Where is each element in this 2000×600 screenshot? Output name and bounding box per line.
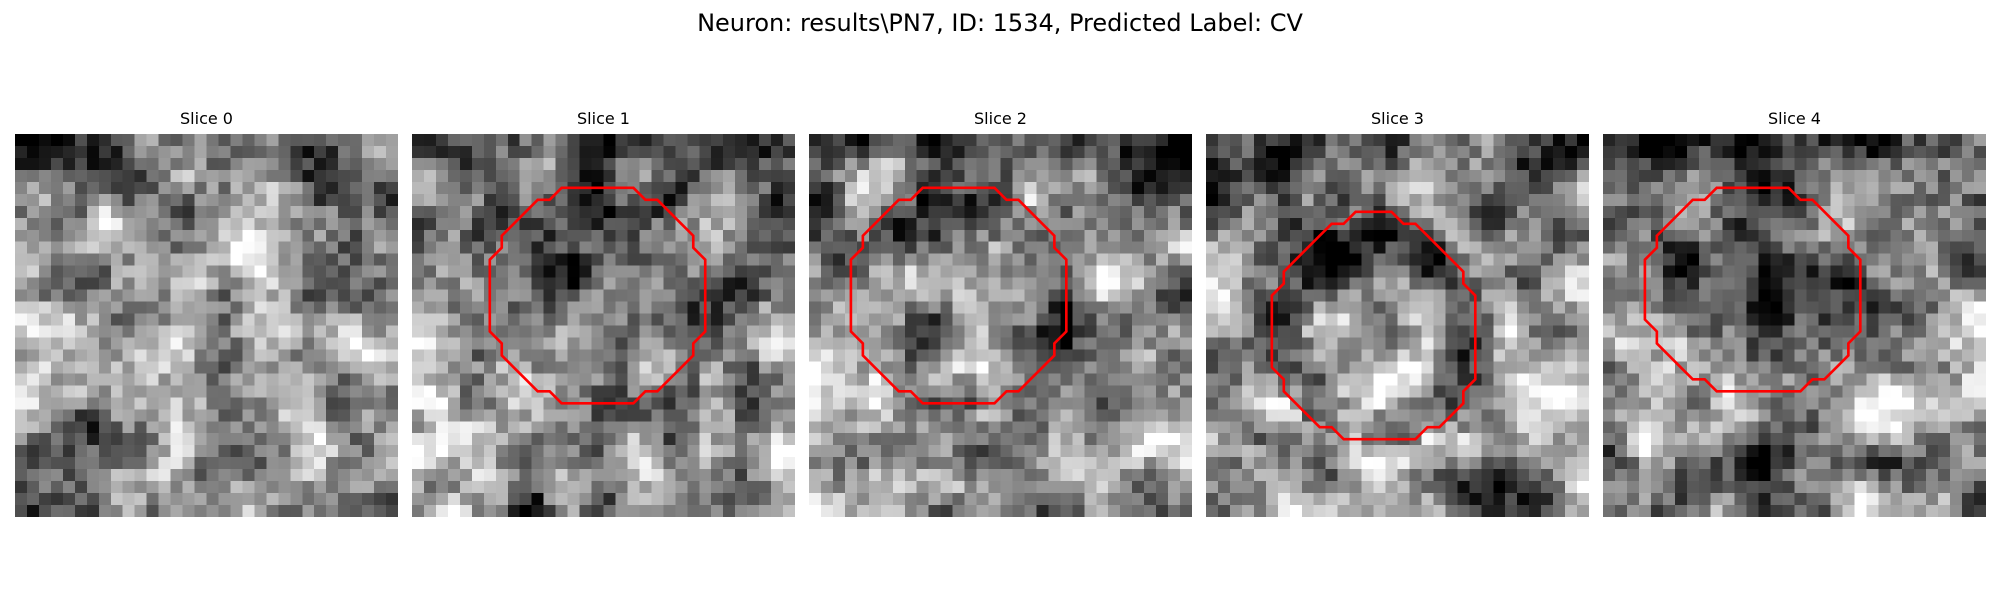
slice-panel-3: Slice 3 xyxy=(1206,109,1589,517)
grayscale-image xyxy=(1603,134,1986,517)
slice-image xyxy=(809,134,1192,517)
contour-overlay xyxy=(1270,210,1477,441)
slice-image xyxy=(15,134,398,517)
slice-title: Slice 1 xyxy=(577,109,630,128)
figure-title: Neuron: results\PN7, ID: 1534, Predicted… xyxy=(697,9,1303,37)
grayscale-image xyxy=(15,134,398,517)
neuron-contour xyxy=(1643,186,1862,393)
contour-overlay xyxy=(849,186,1068,405)
contour-overlay xyxy=(1643,186,1862,393)
grayscale-image xyxy=(412,134,795,517)
slice-title: Slice 4 xyxy=(1768,109,1821,128)
slice-panel-2: Slice 2 xyxy=(809,109,1192,517)
grayscale-image xyxy=(809,134,1192,517)
contour-overlay xyxy=(15,134,398,517)
slice-title: Slice 0 xyxy=(180,109,233,128)
slice-title: Slice 3 xyxy=(1371,109,1424,128)
neuron-contour xyxy=(849,186,1068,405)
neuron-contour xyxy=(1270,210,1477,441)
neuron-contour xyxy=(488,186,707,405)
slice-title: Slice 2 xyxy=(974,109,1027,128)
slice-panel-4: Slice 4 xyxy=(1603,109,1986,517)
slice-image xyxy=(1206,134,1589,517)
contour-overlay xyxy=(488,186,707,405)
grayscale-image xyxy=(1206,134,1589,517)
slice-image xyxy=(1603,134,1986,517)
slice-panel-0: Slice 0 xyxy=(15,109,398,517)
slice-panel-1: Slice 1 xyxy=(412,109,795,517)
slice-image xyxy=(412,134,795,517)
